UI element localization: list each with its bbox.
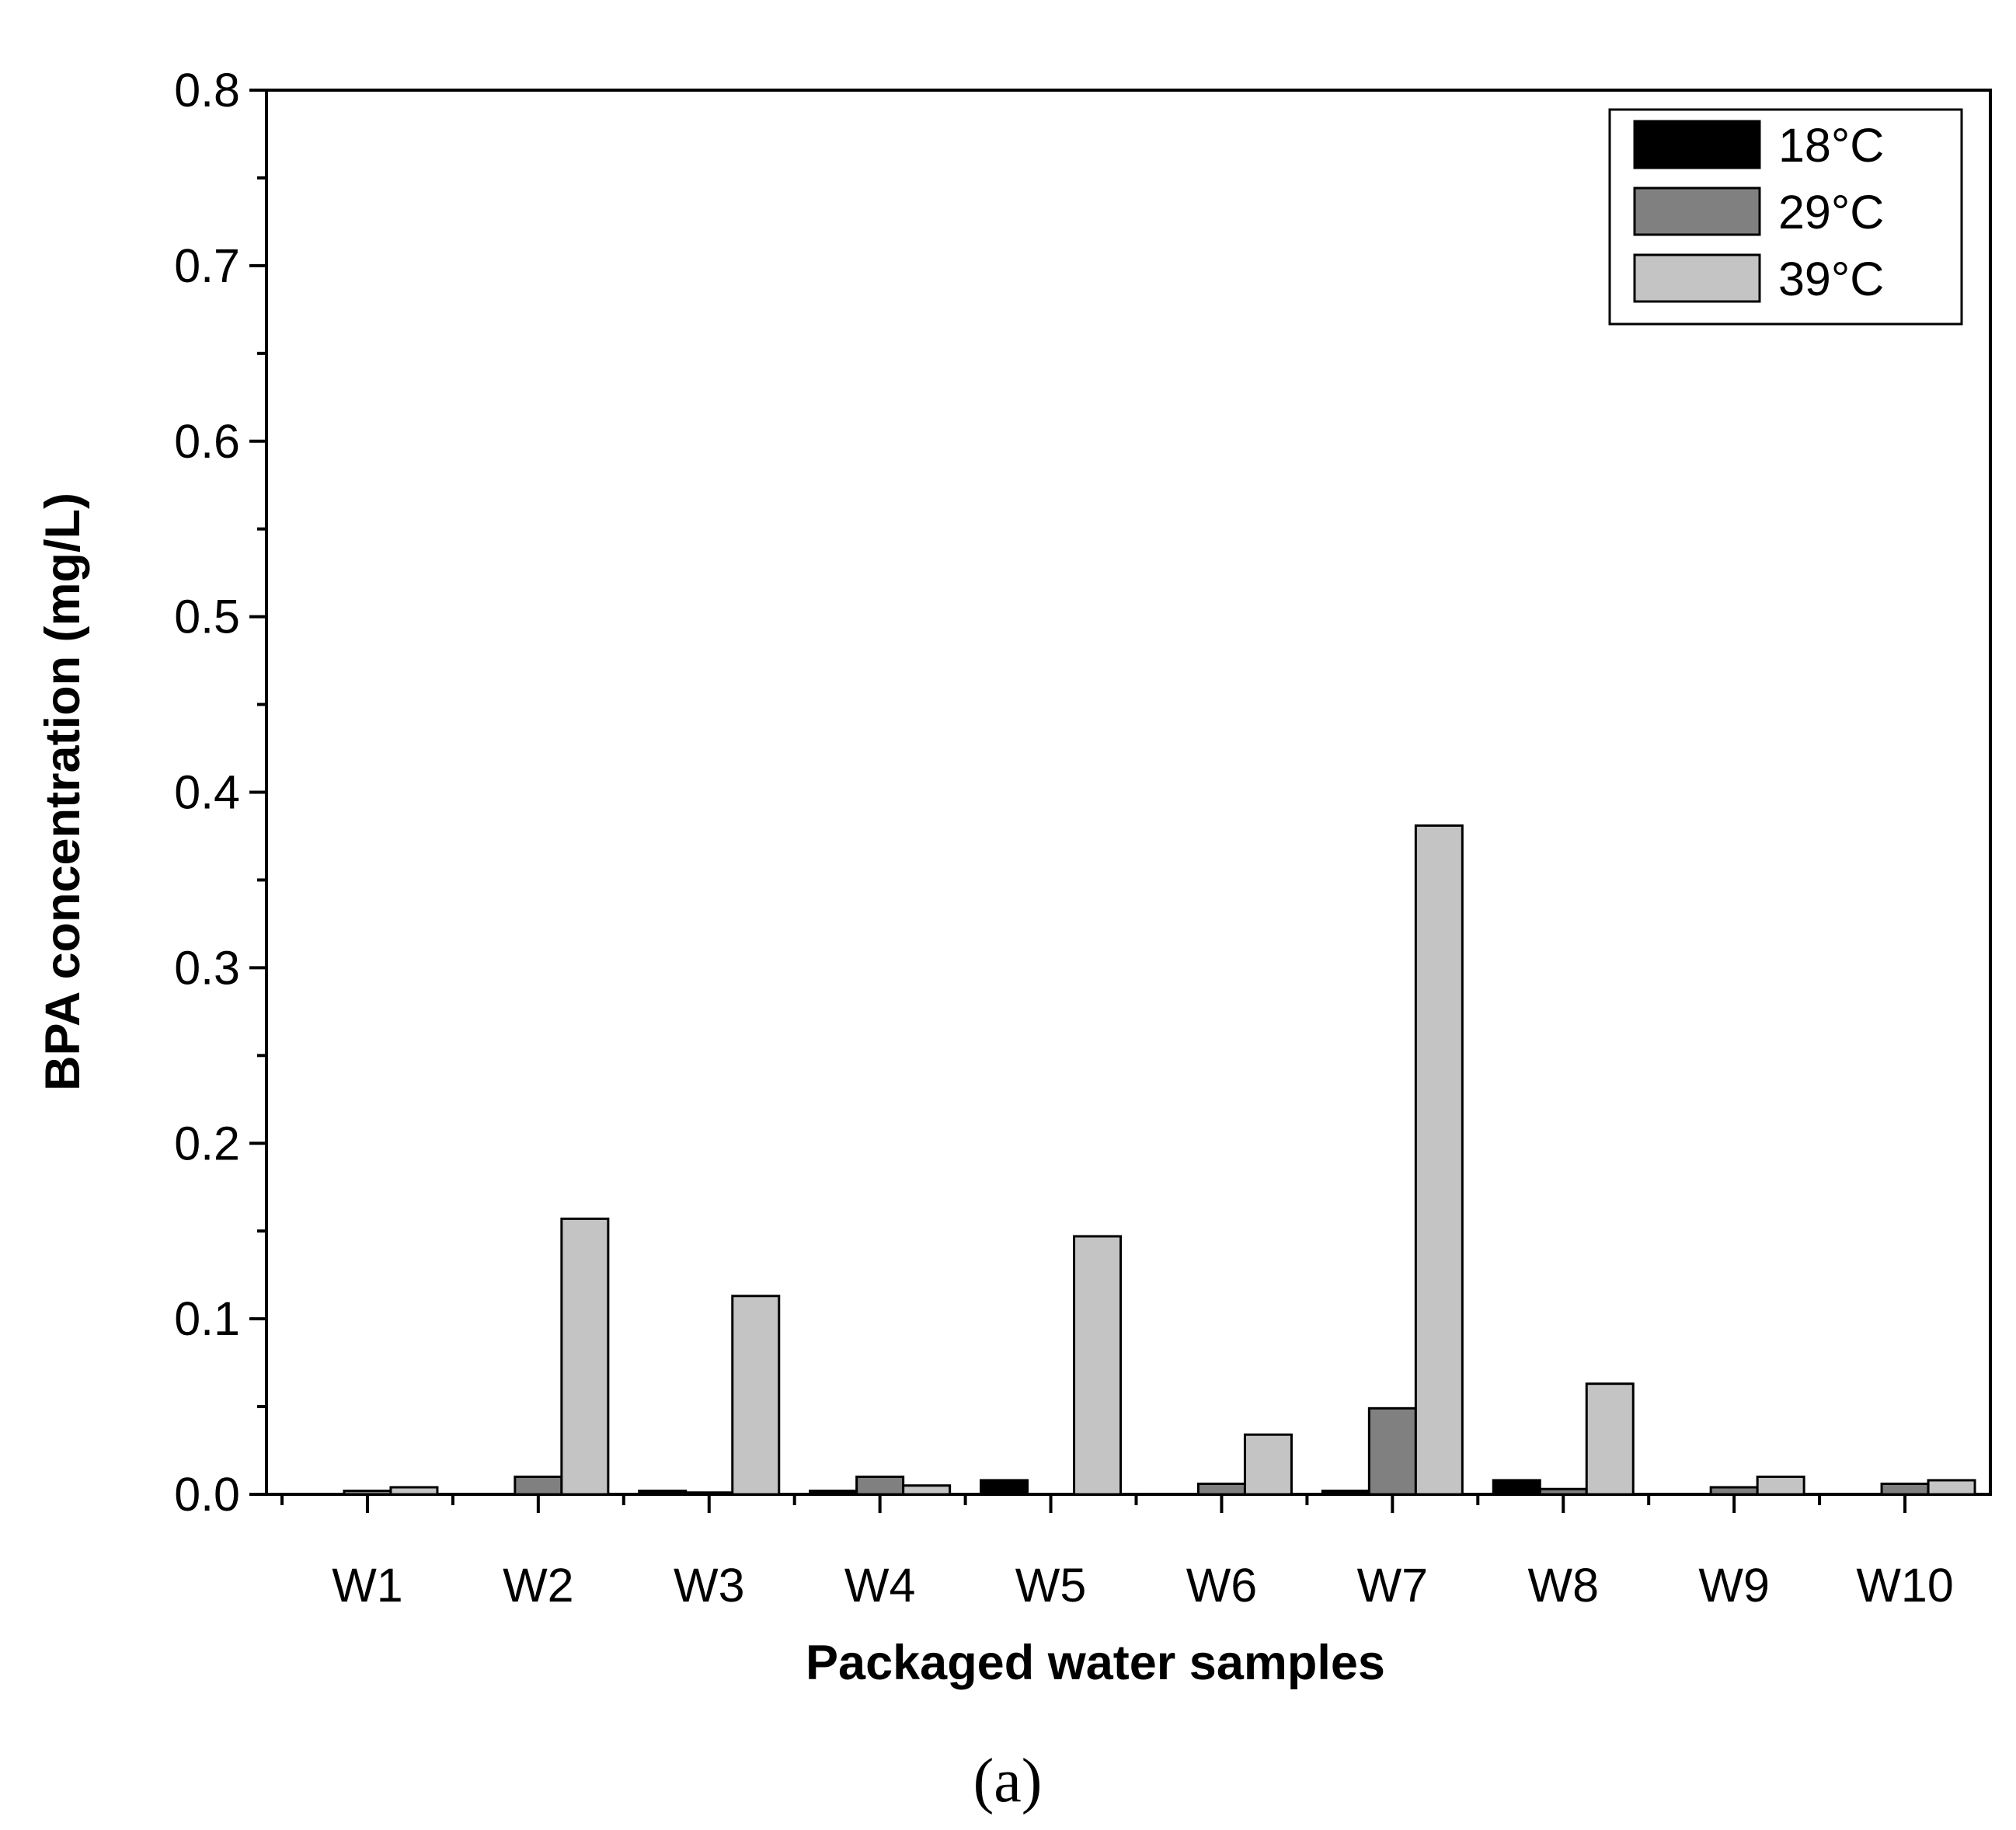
- x-tick-label: W4: [844, 1559, 916, 1612]
- x-axis-tick-labels: W1 W2 W3 W4 W5 W6 W7 W8 W9 W10: [332, 1559, 1954, 1612]
- x-axis-title: Packaged water samples: [806, 1636, 1385, 1690]
- bar-w5-series-3: [1073, 1235, 1123, 1496]
- legend-swatch: [1633, 120, 1761, 169]
- x-tick-label: W7: [1357, 1559, 1429, 1612]
- plot-area: 0.0 0.1 0.2 0.3 0.4 0.5 0.6 0.7 0.8 W1 W2 W3 W4 W5 W6…: [174, 64, 1992, 1612]
- bar-w3-series-2: [684, 1491, 734, 1496]
- y-tick-label: 0.8: [174, 64, 240, 117]
- legend-label: 18°C: [1778, 119, 1884, 172]
- legend-label: 29°C: [1778, 186, 1884, 239]
- x-tick-label: W1: [332, 1559, 403, 1612]
- bar-w7-series-1: [1321, 1489, 1370, 1496]
- legend-swatch: [1633, 186, 1761, 236]
- y-axis-title: BPA concentration (mg/L): [36, 493, 90, 1091]
- bar-w5-series-1: [980, 1479, 1029, 1496]
- x-tick-label: W8: [1528, 1559, 1600, 1612]
- bar-w9-series-3: [1756, 1475, 1805, 1496]
- panel-label: (a): [973, 1747, 1043, 1815]
- bars: [343, 824, 1976, 1496]
- x-tick-label: W5: [1015, 1559, 1087, 1612]
- y-axis-ticks: [249, 89, 266, 1496]
- legend: 18°C 29°C 39°C: [1608, 108, 1963, 326]
- y-tick-label: 0.5: [174, 591, 240, 643]
- bar-w3-series-3: [731, 1295, 781, 1496]
- x-axis-ticks: [280, 1494, 1907, 1513]
- bar-w3-series-1: [638, 1489, 688, 1496]
- bar-w1-series-3: [389, 1486, 439, 1496]
- bar-w6-series-2: [1196, 1482, 1246, 1496]
- bar-w8-series-3: [1585, 1382, 1635, 1496]
- y-axis-tick-labels: 0.0 0.1 0.2 0.3 0.4 0.5 0.6 0.7 0.8: [174, 64, 240, 1521]
- y-tick-label: 0.1: [174, 1292, 240, 1345]
- legend-swatch: [1633, 253, 1761, 303]
- x-tick-label: W10: [1856, 1559, 1953, 1612]
- x-tick-label: W6: [1186, 1559, 1258, 1612]
- bar-w4-series-2: [855, 1475, 905, 1496]
- y-tick-label: 0.2: [174, 1117, 240, 1169]
- bar-w4-series-3: [902, 1484, 952, 1496]
- x-tick-label: W3: [674, 1559, 745, 1612]
- bar-w4-series-1: [809, 1489, 858, 1496]
- bar-w9-series-2: [1709, 1486, 1759, 1496]
- x-tick-label: W9: [1698, 1559, 1770, 1612]
- bar-w8-series-1: [1492, 1479, 1541, 1496]
- bar-w1-series-2: [343, 1489, 392, 1496]
- x-tick-label: W2: [503, 1559, 574, 1612]
- legend-label: 39°C: [1778, 253, 1884, 305]
- bar-w7-series-3: [1414, 824, 1464, 1496]
- bar-w10-series-2: [1880, 1482, 1930, 1496]
- y-tick-label: 0.3: [174, 941, 240, 994]
- bar-w2-series-2: [514, 1475, 563, 1496]
- y-tick-label: 0.0: [174, 1468, 240, 1521]
- bar-w7-series-2: [1367, 1406, 1417, 1496]
- bar-w2-series-3: [560, 1217, 610, 1496]
- bar-w8-series-2: [1538, 1487, 1588, 1496]
- bar-w6-series-3: [1243, 1433, 1293, 1496]
- bar-w10-series-3: [1927, 1479, 1976, 1496]
- y-tick-label: 0.7: [174, 239, 240, 292]
- y-tick-label: 0.4: [174, 766, 240, 819]
- y-tick-label: 0.6: [174, 415, 240, 468]
